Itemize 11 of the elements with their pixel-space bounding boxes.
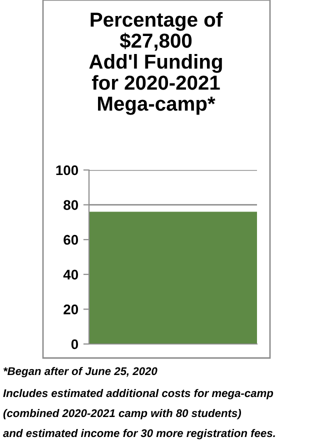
y-tick-label: 60 — [64, 234, 78, 245]
text: *Began after of June 25, 2020 — [3, 366, 158, 378]
text: and estimated income for 30 more registration fees. — [3, 428, 275, 440]
y-tick-label: 40 — [63, 270, 78, 280]
chart-title: Percentage of $27,800 Add'l Funding for 2020-2021 Mega-camp* — [89, 12, 223, 115]
y-tick-label: 100 — [56, 165, 78, 176]
y-tick-label: 80 — [64, 200, 78, 210]
text: (combined 2020-2021 camp with 80 students) — [3, 408, 242, 420]
y-tick-label: 20 — [64, 304, 78, 314]
text: Includes estimated additional costs for mega-camp — [3, 388, 274, 400]
y-tick-label: 0 — [71, 339, 78, 350]
